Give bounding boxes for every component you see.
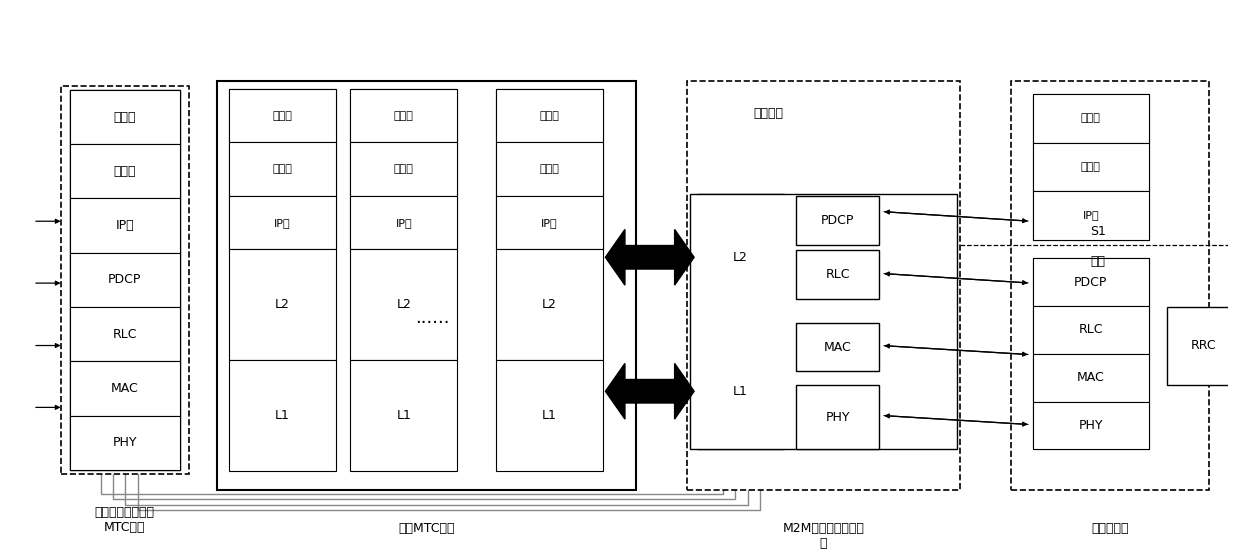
Bar: [691, 194, 956, 449]
Bar: [61, 86, 188, 474]
Text: RRC: RRC: [1190, 339, 1216, 352]
Bar: [228, 360, 336, 471]
Text: 传输层: 传输层: [394, 164, 414, 174]
Text: L1: L1: [542, 409, 557, 422]
Text: L1: L1: [397, 409, 412, 422]
Text: IP层: IP层: [274, 217, 290, 228]
Text: 传输层: 传输层: [273, 164, 293, 174]
Polygon shape: [605, 363, 694, 419]
Bar: [796, 250, 879, 299]
Bar: [69, 90, 180, 470]
Bar: [228, 89, 336, 249]
Text: PDCP: PDCP: [821, 214, 854, 227]
Bar: [1033, 306, 1148, 354]
Bar: [1033, 402, 1148, 449]
Bar: [496, 89, 603, 142]
Bar: [350, 196, 458, 249]
Bar: [350, 360, 458, 471]
Bar: [1033, 94, 1148, 143]
Text: RLC: RLC: [1079, 323, 1104, 337]
Bar: [796, 323, 879, 371]
Bar: [350, 142, 458, 196]
Text: PDCP: PDCP: [1074, 276, 1107, 289]
Bar: [228, 142, 336, 196]
Text: MAC: MAC: [823, 340, 852, 354]
Bar: [228, 196, 336, 249]
Text: L1: L1: [733, 385, 748, 398]
Text: L2: L2: [397, 298, 412, 311]
Bar: [697, 334, 784, 449]
Bar: [1033, 94, 1148, 239]
Bar: [69, 361, 180, 416]
Bar: [350, 89, 458, 142]
Bar: [687, 81, 960, 490]
Text: 应用层: 应用层: [394, 110, 414, 121]
Text: IP层: IP层: [541, 217, 558, 228]
Bar: [496, 360, 603, 471]
Text: 蜂窝网基站: 蜂窝网基站: [1091, 522, 1130, 535]
Text: RLC: RLC: [113, 328, 138, 340]
Bar: [1012, 81, 1209, 490]
Text: L2: L2: [275, 298, 290, 311]
Text: PHY: PHY: [1079, 419, 1104, 432]
Bar: [228, 249, 336, 360]
Bar: [496, 142, 603, 196]
Text: 应用层: 应用层: [539, 110, 559, 121]
Text: 传输层: 传输层: [114, 165, 136, 178]
Text: 应用层: 应用层: [273, 110, 293, 121]
Bar: [69, 307, 180, 361]
Bar: [69, 199, 180, 253]
Bar: [350, 249, 458, 360]
Text: RLC: RLC: [826, 268, 849, 281]
Bar: [350, 89, 458, 249]
Text: 应用层: 应用层: [1081, 114, 1101, 124]
Text: S1: S1: [1090, 225, 1106, 238]
Bar: [496, 89, 603, 249]
Bar: [496, 249, 603, 360]
Text: 传输层: 传输层: [1081, 162, 1101, 172]
Bar: [1033, 191, 1148, 239]
Text: IP层: IP层: [115, 219, 134, 232]
Bar: [69, 90, 180, 144]
Bar: [1167, 307, 1240, 385]
Text: PDCP: PDCP: [108, 273, 141, 287]
Polygon shape: [605, 229, 694, 285]
Bar: [228, 89, 336, 142]
Bar: [69, 144, 180, 199]
Bar: [697, 194, 784, 320]
Bar: [796, 197, 879, 245]
Text: M2M业务汇聚接入节
点: M2M业务汇聚接入节 点: [782, 522, 864, 549]
Text: IP层: IP层: [1083, 210, 1099, 220]
Text: 直接与基站通信的
MTC设备: 直接与基站通信的 MTC设备: [94, 506, 155, 534]
Bar: [217, 81, 636, 490]
Text: PHY: PHY: [826, 411, 849, 424]
Bar: [69, 416, 180, 470]
Text: IP层: IP层: [396, 217, 412, 228]
Text: MAC: MAC: [110, 382, 139, 395]
Text: L2: L2: [733, 250, 748, 264]
Text: ......: ......: [415, 309, 450, 327]
Text: 应用层: 应用层: [114, 110, 136, 124]
Bar: [496, 196, 603, 249]
Text: 多个MTC设备: 多个MTC设备: [398, 522, 454, 535]
Bar: [69, 253, 180, 307]
Text: MAC: MAC: [1078, 371, 1105, 384]
Text: 业务汇聚: 业务汇聚: [753, 107, 784, 120]
Text: L2: L2: [542, 298, 557, 311]
Bar: [1033, 354, 1148, 402]
Text: 接口: 接口: [1090, 255, 1105, 267]
Bar: [796, 385, 879, 449]
Bar: [1033, 143, 1148, 191]
Text: 传输层: 传输层: [539, 164, 559, 174]
Bar: [1033, 259, 1148, 449]
Text: L1: L1: [275, 409, 290, 422]
Text: PHY: PHY: [113, 436, 138, 449]
Bar: [1033, 259, 1148, 306]
